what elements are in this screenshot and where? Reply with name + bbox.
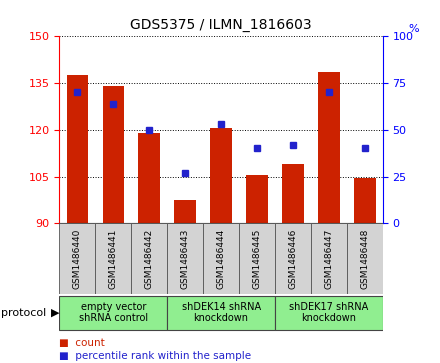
Bar [103, 86, 124, 223]
Bar [174, 200, 196, 223]
Text: GSM1486445: GSM1486445 [253, 229, 261, 289]
Bar [311, 223, 347, 294]
Text: ■  count: ■ count [59, 338, 105, 348]
Text: GSM1486442: GSM1486442 [145, 229, 154, 289]
Bar [66, 75, 88, 223]
Text: empty vector
shRNA control: empty vector shRNA control [79, 302, 148, 323]
Text: shDEK17 shRNA
knockdown: shDEK17 shRNA knockdown [289, 302, 369, 323]
Text: GSM1486440: GSM1486440 [73, 229, 82, 289]
Text: GSM1486441: GSM1486441 [109, 229, 118, 289]
Bar [95, 223, 131, 294]
Text: GSM1486444: GSM1486444 [216, 229, 226, 289]
Bar [210, 128, 232, 223]
Bar [203, 223, 239, 294]
Bar [354, 178, 376, 223]
Text: %: % [409, 24, 419, 34]
Bar [131, 223, 167, 294]
Bar [167, 296, 275, 330]
Text: GSM1486443: GSM1486443 [181, 229, 190, 289]
Text: protocol: protocol [1, 308, 46, 318]
Bar [139, 133, 160, 223]
Bar [347, 223, 383, 294]
Bar [239, 223, 275, 294]
Title: GDS5375 / ILMN_1816603: GDS5375 / ILMN_1816603 [130, 19, 312, 33]
Bar [246, 175, 268, 223]
Text: GSM1486448: GSM1486448 [360, 229, 369, 289]
Bar [59, 223, 95, 294]
Bar [167, 223, 203, 294]
Bar [59, 296, 167, 330]
Bar [275, 223, 311, 294]
Text: ■  percentile rank within the sample: ■ percentile rank within the sample [59, 351, 252, 361]
Text: ▶: ▶ [51, 308, 59, 318]
Bar [275, 296, 383, 330]
Bar [318, 72, 340, 223]
Text: shDEK14 shRNA
knockdown: shDEK14 shRNA knockdown [182, 302, 260, 323]
Bar [282, 164, 304, 223]
Text: GSM1486446: GSM1486446 [289, 229, 297, 289]
Text: GSM1486447: GSM1486447 [324, 229, 334, 289]
